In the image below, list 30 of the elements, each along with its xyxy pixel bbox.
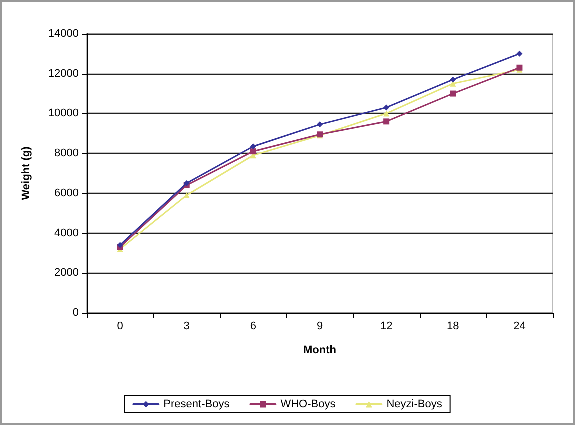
legend-label: Present-Boys bbox=[164, 398, 230, 410]
point bbox=[184, 192, 190, 198]
y-tick-label: 4000 bbox=[54, 227, 79, 240]
x-tick-label: 18 bbox=[447, 320, 460, 332]
x-tick-label: 3 bbox=[184, 320, 190, 332]
x-tick-label: 9 bbox=[316, 320, 324, 332]
point bbox=[317, 122, 323, 128]
y-tick-label: 14000 bbox=[48, 28, 79, 40]
point bbox=[516, 50, 523, 57]
y-tick-label: 0 bbox=[72, 307, 79, 319]
point bbox=[250, 144, 256, 150]
x-tick-label: 12 bbox=[380, 320, 393, 332]
y-axis-title: Weight (g) bbox=[20, 146, 32, 200]
y-tick-label: 8000 bbox=[54, 148, 79, 160]
y-tick-label: 10000 bbox=[48, 108, 79, 120]
x-axis-title: Month bbox=[304, 344, 337, 356]
point bbox=[384, 118, 390, 125]
point bbox=[384, 104, 390, 111]
y-tick-label: 12000 bbox=[48, 68, 79, 80]
y-tick-label: 2000 bbox=[54, 267, 79, 280]
legend-label: WHO-Boys bbox=[280, 398, 336, 410]
point bbox=[450, 90, 456, 97]
legend-label: Neyzi-Boys bbox=[386, 398, 443, 410]
x-tick-label: 24 bbox=[514, 320, 526, 332]
x-tick-label: 6 bbox=[250, 320, 256, 332]
point bbox=[250, 148, 256, 155]
point bbox=[384, 110, 390, 117]
x-tick-label: 0 bbox=[117, 320, 124, 332]
y-tick-label: 6000 bbox=[54, 187, 79, 200]
point bbox=[450, 76, 456, 83]
